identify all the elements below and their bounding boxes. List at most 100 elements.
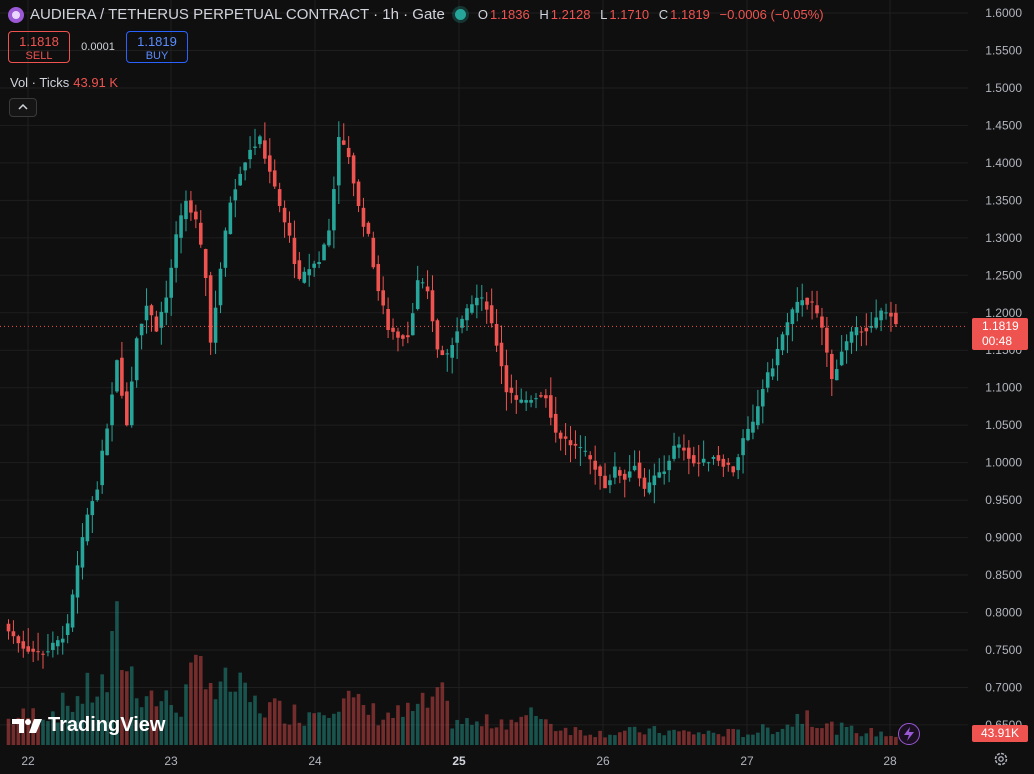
- candle-body: [139, 323, 144, 336]
- candle-body: [494, 324, 499, 346]
- candle-body: [805, 297, 809, 305]
- volume-bar: [376, 725, 381, 745]
- candle-body: [687, 447, 691, 459]
- volume-bar: [154, 706, 159, 745]
- candle-body: [125, 391, 129, 426]
- candle-body: [396, 331, 400, 338]
- volume-bar: [356, 693, 361, 745]
- buy-button[interactable]: 1.1819 BUY: [126, 31, 188, 63]
- candle-body: [337, 137, 341, 186]
- candle-body: [741, 438, 745, 456]
- volume-bar: [327, 717, 331, 745]
- close-value: 1.1819: [670, 7, 710, 22]
- candle-body: [563, 436, 568, 439]
- volume-bar: [208, 682, 213, 745]
- volume-bar: [568, 735, 573, 745]
- candle-body: [652, 475, 657, 486]
- candle-body: [154, 316, 159, 332]
- volume-bar: [874, 736, 878, 745]
- volume-bar: [790, 726, 795, 745]
- volume-bar: [465, 718, 469, 745]
- candle-body: [213, 307, 218, 343]
- volume-bar: [864, 733, 869, 745]
- candle-body: [129, 381, 134, 426]
- volume-bar: [549, 723, 553, 745]
- candle-body: [292, 237, 297, 265]
- gear-icon[interactable]: [993, 751, 1009, 767]
- volume-bar: [337, 711, 341, 745]
- symbol-icon[interactable]: [8, 6, 24, 23]
- volume-bar: [346, 690, 351, 745]
- volume-label: Vol · Ticks: [10, 75, 70, 90]
- candle-body: [534, 398, 538, 400]
- candle-body: [627, 471, 632, 478]
- collapse-legend-button[interactable]: [9, 98, 37, 117]
- candle-body: [341, 140, 346, 145]
- candle-body: [371, 237, 376, 268]
- candle-body: [41, 653, 45, 655]
- y-tick-label: 0.9500: [985, 493, 1022, 507]
- candle-body: [642, 477, 647, 489]
- volume-legend[interactable]: Vol · Ticks 43.91 K: [10, 75, 118, 90]
- candle-body: [6, 623, 11, 632]
- candle-body: [80, 537, 85, 568]
- candle-body: [691, 455, 696, 464]
- status-dot-icon: [454, 9, 466, 20]
- candle-body: [622, 473, 627, 480]
- buy-label: BUY: [145, 50, 169, 62]
- volume-bar: [174, 712, 178, 745]
- candle-body: [415, 280, 420, 310]
- lightning-button[interactable]: [898, 723, 920, 745]
- volume-bar: [879, 731, 883, 745]
- volume-bar: [302, 725, 307, 745]
- volume-bar: [381, 719, 385, 745]
- candle-body: [297, 260, 302, 279]
- volume-bar: [272, 698, 277, 745]
- candle-body: [844, 341, 849, 351]
- candle-body: [425, 286, 430, 292]
- sell-button[interactable]: 1.1818 SELL: [8, 31, 70, 63]
- volume-bar: [770, 734, 775, 745]
- volume-bar: [534, 715, 538, 745]
- candle-body: [815, 305, 819, 314]
- candle-body: [765, 372, 770, 388]
- symbol-title[interactable]: AUDIERA / TETHERUS PERPETUAL CONTRACT · …: [30, 6, 445, 23]
- volume-bar: [115, 601, 119, 745]
- candle-body: [849, 331, 854, 343]
- volume-bar: [233, 691, 238, 745]
- volume-bar: [489, 728, 494, 745]
- x-tick-label: 22: [21, 754, 35, 768]
- candle-body: [159, 311, 164, 328]
- volume-bar: [805, 710, 809, 745]
- volume-bar: [622, 730, 627, 745]
- candle-body: [859, 331, 864, 333]
- tradingview-logo[interactable]: TradingView: [12, 714, 165, 737]
- volume-bar: [726, 728, 731, 745]
- x-tick-label: 23: [164, 754, 178, 768]
- chevron-up-icon: [18, 103, 28, 110]
- candle-body: [445, 353, 450, 355]
- volume-bar: [361, 704, 366, 745]
- volume-bar: [780, 728, 785, 745]
- volume-bar: [775, 731, 780, 745]
- volume-bar: [785, 724, 790, 745]
- volume-bar: [746, 734, 750, 745]
- candle-body: [677, 444, 681, 448]
- candle-body: [11, 631, 16, 637]
- volume-bar: [691, 734, 696, 745]
- y-tick-label: 1.1000: [985, 381, 1022, 395]
- logo-text: TradingView: [48, 714, 166, 736]
- volume-bar: [189, 662, 193, 745]
- volume-bar: [179, 716, 183, 745]
- y-tick-label: 1.3500: [985, 193, 1022, 207]
- candle-body: [544, 395, 548, 399]
- candle-body: [36, 651, 40, 653]
- candle-body: [60, 638, 65, 643]
- buy-price: 1.1819: [137, 34, 177, 49]
- candle-body: [760, 389, 765, 407]
- candle-body: [549, 395, 553, 418]
- candle-body: [420, 282, 425, 284]
- candle-body: [731, 466, 736, 473]
- candle-body: [312, 263, 316, 268]
